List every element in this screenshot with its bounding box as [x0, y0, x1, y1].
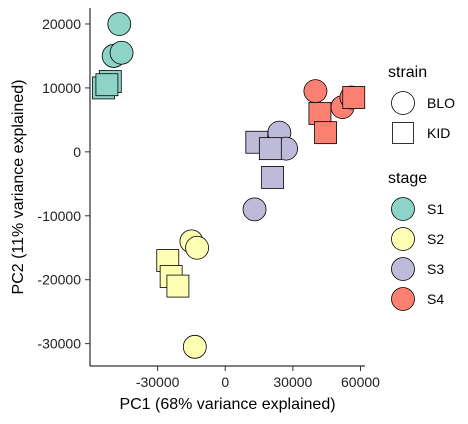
point-blo-s4 [303, 79, 328, 104]
legend-title-stage: stage [388, 170, 427, 187]
legend-label-blo: BLO [427, 95, 455, 111]
point-blo-s3 [242, 197, 267, 222]
legend-label-s2: S2 [427, 231, 444, 247]
point-kid-s4 [342, 86, 366, 109]
legend-label-s4: S4 [427, 291, 444, 307]
point-kid-s3 [258, 137, 282, 161]
legend-key-s2 [391, 227, 415, 251]
legend-label-s1: S1 [427, 201, 444, 217]
point-kid-s2 [166, 274, 190, 298]
y-tick-label: 10000 [42, 80, 81, 96]
point-blo-s1 [107, 12, 132, 36]
y-tick-label: -10000 [37, 208, 81, 224]
point-kid-s4 [308, 102, 332, 125]
legend-title-strain: strain [388, 64, 427, 81]
point-kid-s4 [314, 121, 337, 145]
y-tick-label: 0 [73, 144, 81, 160]
point-blo-s1 [109, 40, 134, 65]
legend-key-s3 [391, 257, 415, 281]
legend-label-kid: KID [427, 125, 450, 141]
point-kid-s1 [95, 73, 119, 97]
x-tick-label: -30000 [136, 374, 180, 390]
legend-label-s3: S3 [427, 261, 444, 277]
x-axis-ticks: -30000 0 30000 60000 [136, 366, 380, 390]
point-blo-s2 [182, 334, 207, 359]
x-tick-label: 30000 [273, 374, 312, 390]
point-kid-s3 [261, 166, 284, 189]
x-tick-label: 60000 [341, 374, 380, 390]
x-axis-title: PC1 (68% variance explained) [119, 396, 335, 413]
legend-key-s1 [391, 197, 415, 221]
legend-key-blo [391, 91, 415, 115]
y-tick-label: 20000 [42, 16, 81, 32]
y-tick-label: -20000 [37, 272, 81, 288]
legend-key-kid [392, 122, 414, 144]
points-layer [92, 12, 366, 359]
y-tick-label: -30000 [37, 336, 81, 352]
x-tick-label: 0 [221, 374, 229, 390]
y-axis-title: PC2 (11% variance explained) [10, 80, 27, 295]
legend-key-s4 [391, 287, 415, 311]
point-blo-s2 [185, 235, 209, 260]
y-axis-ticks: 20000 10000 0 -10000 -20000 -30000 [37, 16, 90, 352]
